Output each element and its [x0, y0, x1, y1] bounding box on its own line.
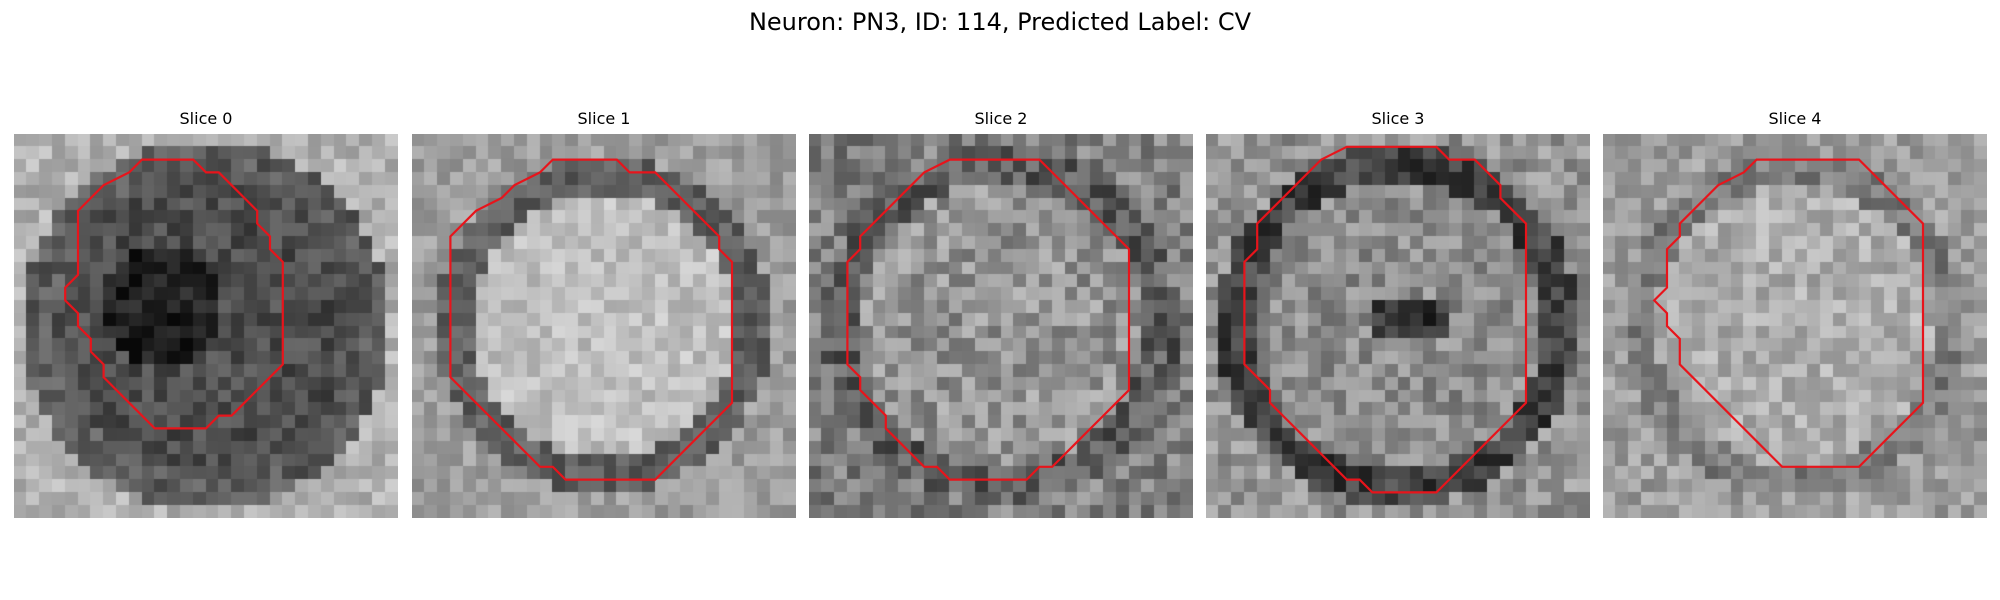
slice-title: Slice 3	[1371, 109, 1425, 128]
slice-panel-2: Slice 2	[809, 108, 1193, 518]
slice-panel-4: Slice 4	[1603, 108, 1987, 518]
slice-panel-0: Slice 0	[14, 108, 398, 518]
segmentation-contour	[449, 158, 734, 481]
contour-line	[1243, 145, 1528, 494]
figure-title: Neuron: PN3, ID: 114, Predicted Label: C…	[748, 8, 1252, 36]
slice-title: Slice 1	[577, 109, 631, 128]
segmentation-contour	[846, 158, 1131, 481]
segmentation-contour	[1652, 158, 1925, 468]
slice-panel-3: Slice 3	[1206, 108, 1590, 518]
contour-line	[64, 158, 284, 430]
contour-line	[846, 158, 1131, 481]
slice-title: Slice 4	[1768, 109, 1822, 128]
slice-panel-1: Slice 1	[412, 108, 796, 518]
segmentation-contour	[64, 158, 284, 430]
slice-title: Slice 0	[179, 109, 233, 128]
contour-line	[1652, 158, 1925, 468]
slice-title: Slice 2	[974, 109, 1028, 128]
segmentation-contour	[1243, 145, 1528, 494]
contour-line	[449, 158, 734, 481]
